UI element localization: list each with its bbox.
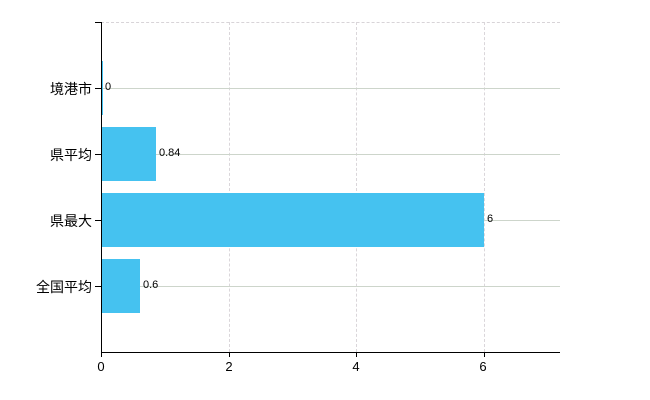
x-tick-label: 0 bbox=[97, 359, 105, 374]
bar[interactable] bbox=[102, 61, 103, 115]
x-axis-tick bbox=[483, 352, 485, 357]
horizontal-gridline bbox=[101, 154, 560, 155]
bar[interactable] bbox=[102, 193, 484, 247]
x-axis-tick bbox=[228, 352, 230, 357]
x-tick-label: 6 bbox=[479, 359, 487, 374]
y-axis-line bbox=[101, 22, 102, 357]
bar-value-label: 6 bbox=[487, 213, 494, 225]
horizontal-gridline bbox=[101, 88, 560, 89]
bar-value-label: 0.6 bbox=[143, 279, 159, 291]
y-axis-tick bbox=[95, 154, 101, 155]
vertical-gridline bbox=[483, 22, 485, 352]
x-axis-tick bbox=[356, 352, 357, 357]
horizontal-gridline bbox=[101, 286, 560, 287]
bar-value-label: 0 bbox=[105, 81, 112, 93]
x-tick-label: 2 bbox=[225, 359, 233, 374]
category-label: 県最大 bbox=[50, 213, 92, 229]
category-label: 境港市 bbox=[50, 81, 92, 97]
category-label: 県平均 bbox=[50, 147, 92, 163]
plot-top-border bbox=[101, 22, 560, 23]
x-axis-line bbox=[101, 352, 560, 353]
bar-value-label: 0.84 bbox=[159, 147, 181, 159]
x-tick-label: 4 bbox=[352, 359, 360, 374]
y-axis-tick bbox=[95, 220, 101, 221]
y-axis-tick bbox=[95, 22, 101, 23]
vertical-gridline bbox=[228, 22, 230, 352]
vertical-gridline bbox=[356, 22, 357, 352]
bar[interactable] bbox=[102, 127, 156, 181]
y-axis-tick bbox=[95, 88, 101, 89]
bar[interactable] bbox=[102, 259, 140, 313]
x-axis-tick bbox=[101, 352, 102, 357]
y-axis-tick bbox=[95, 286, 101, 287]
category-label: 全国平均 bbox=[36, 279, 92, 295]
